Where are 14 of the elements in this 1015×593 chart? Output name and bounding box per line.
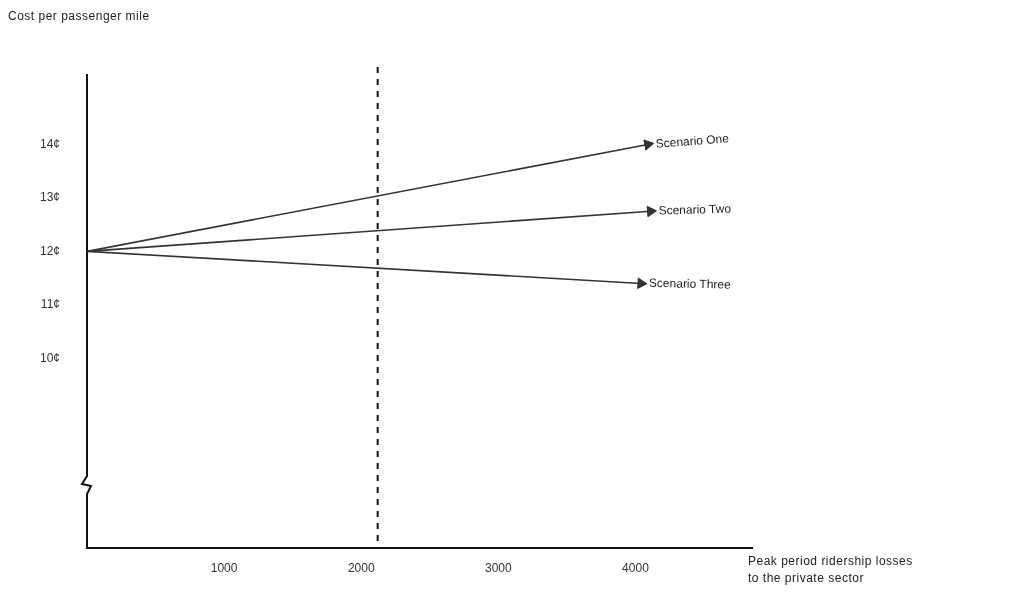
y-axis-title: Cost per passenger mile: [8, 8, 150, 25]
y-tick-label: 11¢: [40, 297, 60, 312]
x-tick-label: 3000: [484, 560, 513, 575]
x-tick-label: 1000: [210, 560, 238, 575]
x-tick-label: 2000: [347, 560, 375, 575]
y-tick-label: 10¢: [39, 350, 60, 365]
y-tick-label: 14¢: [39, 136, 60, 151]
series-label: Scenario Three: [648, 275, 732, 292]
x-axis-title: Peak period ridership losses to the private sector: [748, 553, 913, 587]
y-tick-label: 13¢: [39, 190, 60, 205]
series-label: Scenario One: [655, 131, 730, 151]
y-tick-label: 12¢: [39, 243, 60, 258]
series-label: Scenario Two: [658, 201, 732, 218]
x-tick-label: 4000: [622, 560, 650, 575]
